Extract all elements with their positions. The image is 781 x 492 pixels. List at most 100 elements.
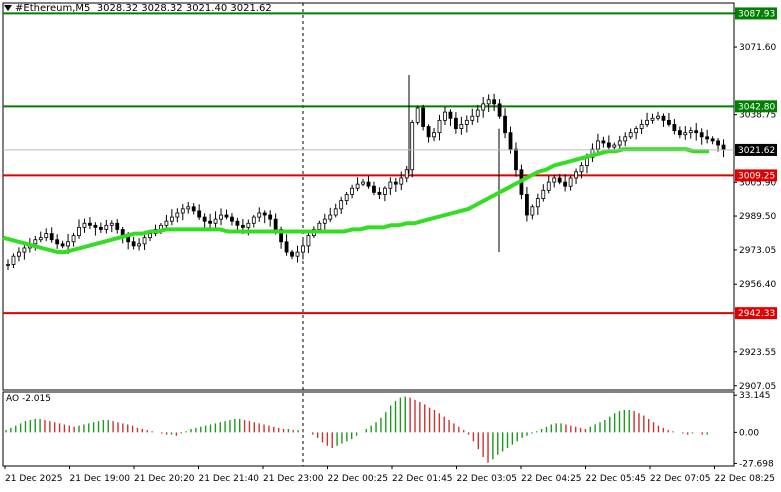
- candle-body: [262, 212, 267, 216]
- candle-body: [606, 142, 611, 148]
- candle-body: [208, 220, 212, 224]
- candle-body: [623, 136, 628, 142]
- candle-body: [115, 222, 120, 230]
- level-price-tag: [735, 307, 777, 320]
- candle-body: [404, 169, 409, 179]
- candle-body: [497, 103, 502, 117]
- candle-body: [317, 222, 322, 230]
- candle-body: [55, 239, 60, 245]
- candle-body: [557, 177, 562, 183]
- candle-body: [284, 241, 289, 253]
- dropdown-triangle-icon[interactable]: [4, 5, 12, 11]
- candle-body: [301, 245, 305, 253]
- candle-body: [492, 99, 497, 105]
- x-tick-label: 22 Dec 08:25: [715, 474, 776, 484]
- candle-body: [574, 171, 578, 179]
- main-panel-frame: [2, 2, 735, 391]
- candle-body: [77, 226, 81, 237]
- y-tick-label: 2973.05: [739, 246, 776, 256]
- candle-body: [634, 128, 639, 134]
- candle-body: [410, 121, 415, 171]
- candle-body: [464, 119, 469, 125]
- candle-body: [688, 130, 693, 134]
- candle-body: [322, 218, 327, 224]
- candle-body: [672, 124, 677, 132]
- candle-body: [563, 181, 568, 187]
- candle-body: [98, 226, 103, 230]
- candle-body: [230, 216, 234, 222]
- candle-body: [421, 107, 426, 127]
- candle-body: [333, 208, 338, 216]
- candle-body: [344, 194, 349, 202]
- candle-body: [448, 111, 453, 119]
- candle-body: [180, 208, 185, 214]
- candle-body: [355, 183, 360, 189]
- candle-body: [514, 148, 518, 171]
- candle-body: [721, 144, 726, 150]
- y-tick-label: 2907.05: [739, 382, 776, 392]
- ao-header: AO -2.015: [6, 394, 51, 404]
- candle-body: [213, 218, 218, 224]
- candle-body: [148, 233, 152, 239]
- candle-body: [17, 251, 21, 257]
- candle-body: [508, 132, 513, 150]
- ao-y-tick-label: 33.145: [739, 391, 771, 401]
- candle-body: [175, 212, 180, 218]
- candle-body: [612, 144, 617, 148]
- candle-body: [470, 115, 475, 121]
- x-tick-label: 21 Dec 2025: [5, 474, 63, 484]
- candle-body: [459, 124, 464, 129]
- candle-body: [366, 181, 371, 187]
- candle-body: [66, 241, 70, 247]
- candle-body: [694, 130, 699, 134]
- candle-body: [475, 109, 480, 117]
- candle-body: [710, 138, 715, 142]
- candle-body: [235, 220, 240, 226]
- moving-average-line: [2, 147, 709, 255]
- level-price-label: 3042.80: [738, 102, 775, 112]
- candle-body: [306, 235, 311, 247]
- candle-body: [661, 115, 666, 121]
- candle-body: [699, 132, 704, 138]
- candle-body: [93, 224, 98, 228]
- candle-body: [104, 224, 109, 230]
- candle-body: [82, 222, 87, 228]
- ohlc-values: 3028.32 3028.32 3021.40 3021.62: [96, 3, 272, 14]
- candle-body: [60, 243, 65, 247]
- candle-body: [541, 189, 546, 199]
- candle-body: [443, 111, 447, 121]
- candle-body: [131, 241, 136, 247]
- candle-body: [22, 247, 27, 253]
- candle-body: [628, 132, 633, 138]
- candle-body: [415, 107, 420, 123]
- candle-body: [568, 177, 573, 187]
- candle-body: [645, 119, 649, 125]
- x-tick-label: 22 Dec 05:45: [586, 474, 647, 484]
- candle-body: [656, 115, 660, 119]
- x-tick-label: 22 Dec 04:25: [521, 474, 582, 484]
- candle-body: [11, 255, 16, 265]
- level-price-label: 2942.33: [738, 309, 775, 319]
- y-tick-label: 3071.60: [739, 43, 776, 53]
- y-tick-label: 3038.75: [739, 111, 776, 121]
- candle-body: [486, 99, 491, 105]
- chart-header: #Ethereum,M5 3028.32 3028.32 3021.40 302…: [4, 3, 272, 14]
- candle-body: [219, 214, 223, 220]
- candle-body: [38, 237, 43, 241]
- candle-body: [350, 187, 355, 195]
- candle-body: [426, 126, 431, 138]
- candle-body: [257, 212, 262, 218]
- candle-body: [432, 132, 436, 138]
- ao-y-tick-label: 0.00: [739, 428, 759, 438]
- candle-body: [44, 233, 49, 239]
- candle-body: [246, 222, 251, 228]
- x-tick-label: 21 Dec 19:00: [70, 474, 131, 484]
- candle-body: [388, 181, 393, 189]
- candle-body: [382, 187, 387, 195]
- x-tick-label: 21 Dec 20:20: [134, 474, 195, 484]
- candle-body: [169, 216, 174, 222]
- candle-body: [372, 185, 376, 193]
- candle-body: [279, 229, 284, 243]
